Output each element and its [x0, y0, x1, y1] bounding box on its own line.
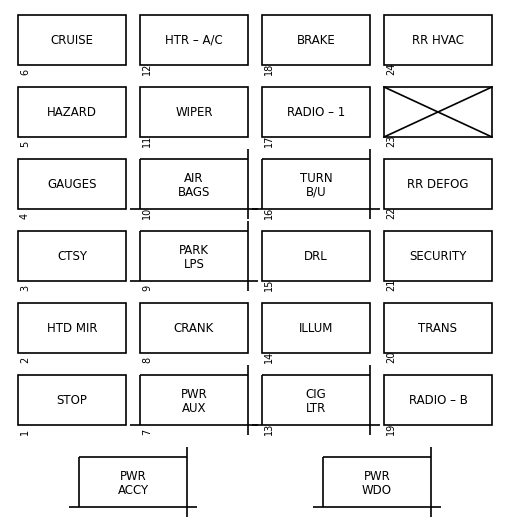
Text: 24: 24 [386, 63, 396, 75]
Text: PARK: PARK [179, 243, 209, 256]
Text: 10: 10 [142, 207, 152, 219]
Text: 14: 14 [264, 351, 274, 363]
Text: RR DEFOG: RR DEFOG [407, 177, 469, 191]
Text: TRANS: TRANS [419, 322, 457, 335]
Text: 15: 15 [264, 279, 274, 291]
Text: 11: 11 [142, 135, 152, 147]
Text: SECURITY: SECURITY [409, 250, 467, 263]
Text: 21: 21 [386, 279, 396, 291]
Bar [140, 15, 248, 65]
Text: 5: 5 [20, 141, 30, 147]
Text: 2: 2 [20, 357, 30, 363]
Text: BRAKE: BRAKE [297, 33, 335, 46]
Bar [262, 15, 370, 65]
Text: RADIO – 1: RADIO – 1 [287, 105, 345, 118]
Bar [18, 303, 126, 353]
Bar [140, 303, 248, 353]
Bar [384, 87, 492, 137]
Text: WDO: WDO [362, 483, 392, 496]
Text: 13: 13 [264, 423, 274, 435]
Text: PWR: PWR [120, 469, 146, 482]
Text: RADIO – B: RADIO – B [409, 394, 467, 407]
Text: HTD MIR: HTD MIR [47, 322, 97, 335]
Bar [384, 303, 492, 353]
Text: RR HVAC: RR HVAC [412, 33, 464, 46]
Text: LPS: LPS [184, 257, 204, 270]
Text: 18: 18 [264, 63, 274, 75]
Bar [140, 87, 248, 137]
Text: 1: 1 [20, 429, 30, 435]
Text: 16: 16 [264, 207, 274, 219]
Text: 7: 7 [142, 429, 152, 435]
Bar [384, 15, 492, 65]
Bar [262, 231, 370, 281]
Text: AUX: AUX [182, 401, 206, 414]
Bar [18, 87, 126, 137]
Text: CIG: CIG [306, 387, 326, 400]
Text: 19: 19 [386, 423, 396, 435]
Text: ILLUM: ILLUM [299, 322, 333, 335]
Bar [262, 87, 370, 137]
Text: CRUISE: CRUISE [51, 33, 93, 46]
Text: 8: 8 [142, 357, 152, 363]
Bar [18, 15, 126, 65]
Bar [18, 231, 126, 281]
Text: BAGS: BAGS [178, 185, 210, 198]
Text: 3: 3 [20, 285, 30, 291]
Text: LTR: LTR [306, 401, 326, 414]
Text: 17: 17 [264, 135, 274, 147]
Text: 4: 4 [20, 213, 30, 219]
Text: HTR – A/C: HTR – A/C [165, 33, 223, 46]
Text: PWR: PWR [181, 387, 208, 400]
Text: WIPER: WIPER [175, 105, 213, 118]
Text: AIR: AIR [184, 172, 204, 184]
Text: PWR: PWR [364, 469, 390, 482]
Text: TURN: TURN [300, 172, 332, 184]
Bar [384, 231, 492, 281]
Text: 12: 12 [142, 63, 152, 75]
Text: 6: 6 [20, 69, 30, 75]
Text: 20: 20 [386, 351, 396, 363]
Text: GAUGES: GAUGES [47, 177, 97, 191]
Bar [262, 303, 370, 353]
Text: 9: 9 [142, 285, 152, 291]
Bar [384, 375, 492, 425]
Bar [18, 159, 126, 209]
Text: CTSY: CTSY [57, 250, 87, 263]
Bar [18, 375, 126, 425]
Text: 23: 23 [386, 135, 396, 147]
Text: STOP: STOP [56, 394, 88, 407]
Text: 22: 22 [386, 207, 396, 219]
Text: ACCY: ACCY [117, 483, 148, 496]
Text: DRL: DRL [304, 250, 328, 263]
Text: B/U: B/U [306, 185, 326, 198]
Text: CRANK: CRANK [174, 322, 214, 335]
Text: HAZARD: HAZARD [47, 105, 97, 118]
Bar [384, 159, 492, 209]
